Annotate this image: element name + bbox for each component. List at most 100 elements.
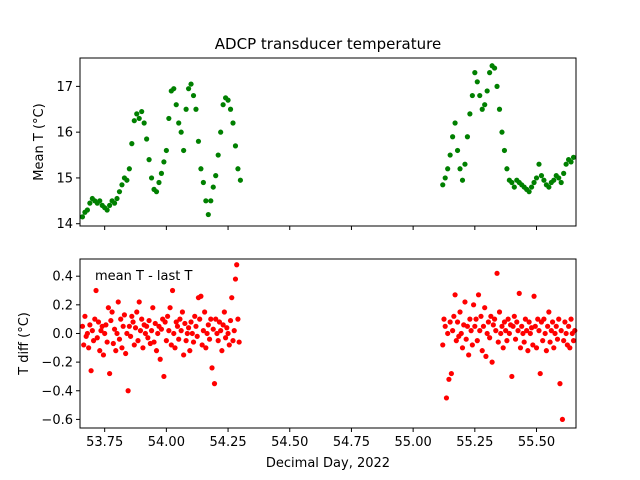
data-point — [118, 316, 124, 322]
data-point — [156, 179, 162, 186]
data-point — [470, 302, 477, 308]
y-tick-label: 0.4 — [52, 270, 73, 285]
data-point — [107, 202, 113, 208]
y-tick-label: 16 — [56, 126, 73, 141]
data-point — [141, 120, 147, 126]
data-point — [104, 207, 110, 213]
data-point — [82, 313, 88, 319]
data-point — [516, 290, 522, 296]
chart-title: ADCP transducer temperature — [215, 35, 441, 53]
data-point — [459, 177, 466, 183]
data-point — [183, 106, 189, 112]
data-point — [174, 323, 181, 329]
data-point — [79, 214, 86, 220]
data-point — [178, 328, 184, 334]
data-point — [131, 118, 137, 124]
x-tick-label: 55.00 — [395, 435, 432, 450]
data-point — [124, 177, 130, 183]
data-point — [519, 323, 525, 329]
data-point — [440, 182, 446, 188]
data-point — [532, 323, 538, 329]
data-point — [440, 342, 446, 348]
data-point — [541, 177, 547, 183]
data-point — [454, 147, 461, 154]
data-point — [472, 323, 478, 329]
data-point — [153, 348, 160, 354]
data-point — [464, 134, 471, 140]
y-axis-ticks-top: 14 15 16 17 — [56, 80, 80, 232]
data-point — [213, 316, 219, 322]
data-point — [447, 152, 453, 158]
data-point — [499, 323, 505, 329]
data-point — [501, 319, 508, 325]
data-point — [205, 322, 211, 328]
data-point — [541, 316, 547, 322]
data-point — [505, 316, 511, 322]
x-tick-label: 54.75 — [333, 435, 370, 450]
data-point — [190, 92, 197, 99]
data-point — [462, 161, 468, 167]
data-point — [222, 335, 229, 341]
data-point — [203, 198, 209, 204]
y-tick-label: 17 — [56, 80, 73, 95]
data-point — [162, 319, 168, 325]
data-point — [113, 348, 119, 354]
data-point — [218, 328, 224, 334]
data-point — [570, 338, 577, 344]
data-point — [553, 323, 559, 329]
data-point — [510, 323, 516, 329]
data-point — [200, 179, 206, 186]
data-point — [185, 86, 192, 92]
data-point — [135, 338, 141, 344]
mean-temperature-points — [79, 63, 577, 220]
data-point — [199, 342, 205, 348]
data-point — [158, 170, 165, 176]
plot-frame-top — [79, 57, 577, 227]
y-axis-label-bottom: T diff (°C) — [17, 312, 32, 376]
data-point — [200, 328, 206, 334]
data-point — [206, 336, 213, 342]
data-point — [475, 292, 482, 298]
data-point — [514, 319, 520, 325]
data-point — [237, 177, 243, 183]
data-point — [114, 330, 120, 337]
data-point — [219, 348, 225, 354]
data-point — [463, 336, 469, 342]
data-point — [528, 184, 535, 190]
data-point — [504, 338, 510, 344]
data-point — [124, 330, 130, 337]
data-point — [208, 316, 214, 322]
data-point — [119, 182, 125, 188]
data-point — [568, 316, 574, 322]
data-point — [524, 328, 530, 334]
data-point — [220, 322, 226, 328]
data-point — [215, 152, 221, 158]
data-point — [511, 184, 517, 190]
data-point — [157, 356, 163, 362]
data-point — [490, 322, 496, 328]
data-point — [166, 115, 172, 122]
data-point — [86, 345, 92, 351]
data-point — [442, 323, 448, 329]
data-point — [120, 323, 126, 329]
data-point — [136, 299, 142, 305]
data-point — [121, 312, 128, 318]
data-point — [538, 173, 545, 179]
data-point — [498, 330, 504, 337]
y-axis-ticks-bottom: −0.6 −0.4 −0.2 0.0 0.2 0.4 — [41, 270, 80, 428]
data-point — [181, 352, 187, 358]
y-tick-label: 0.2 — [52, 298, 73, 313]
data-point — [179, 309, 186, 315]
data-point — [549, 319, 556, 325]
data-point — [511, 313, 517, 319]
data-point — [84, 207, 90, 213]
data-point — [450, 134, 456, 140]
data-point — [134, 309, 140, 315]
data-point — [209, 365, 215, 371]
data-point — [467, 316, 473, 322]
data-point — [501, 147, 508, 154]
data-point — [198, 166, 204, 172]
data-point — [105, 305, 111, 311]
